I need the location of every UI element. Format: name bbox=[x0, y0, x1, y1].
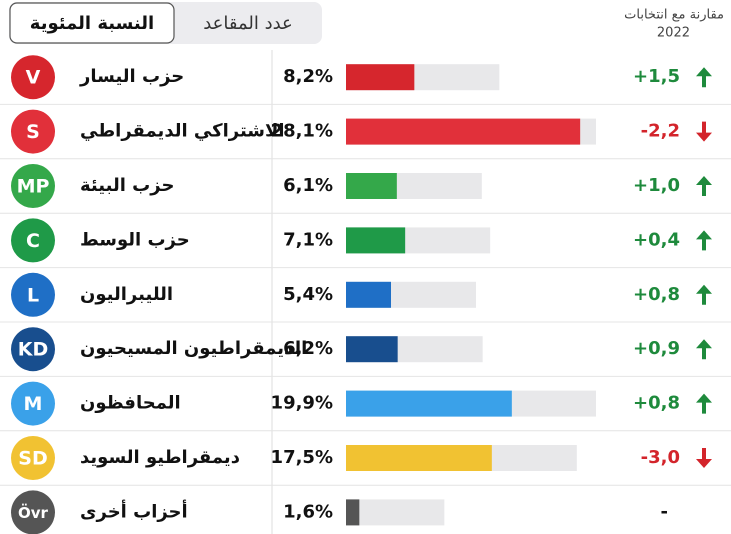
change-label: +1,0 bbox=[633, 175, 680, 196]
value-label: 28,1% bbox=[271, 121, 333, 142]
change-arrow bbox=[696, 393, 712, 414]
badge-label: Övr bbox=[18, 503, 49, 522]
change-arrow bbox=[696, 448, 712, 468]
change-label: +0,8 bbox=[633, 393, 680, 414]
change-label: -3,0 bbox=[641, 447, 680, 468]
party-name: حزب الوسط bbox=[80, 229, 190, 250]
party-name: ديمقراطيو السويد bbox=[80, 447, 240, 468]
party-badge bbox=[11, 272, 55, 317]
comparison-header: مقارنة مع انتخابات bbox=[624, 8, 724, 23]
badge-label: MP bbox=[17, 176, 50, 198]
tab-active[interactable] bbox=[9, 2, 175, 44]
value-label: 19,9% bbox=[271, 393, 333, 414]
bar bbox=[346, 118, 581, 145]
party-name: حزب البيئة bbox=[80, 175, 174, 196]
party-badge bbox=[11, 164, 55, 208]
value-label: 5,4% bbox=[283, 284, 333, 305]
tab-label[interactable]: عدد المقاعد bbox=[203, 13, 293, 34]
value-label: 17,5% bbox=[271, 447, 333, 468]
party-badge bbox=[11, 436, 55, 480]
badge-label: SD bbox=[18, 448, 47, 470]
change-arrow bbox=[696, 284, 712, 305]
bar bbox=[346, 336, 398, 363]
bar bbox=[346, 173, 397, 199]
change-arrow bbox=[696, 176, 712, 196]
comparison-header: 2022 bbox=[657, 26, 690, 41]
party-name: المحافظون bbox=[80, 393, 181, 414]
change-label: +1,5 bbox=[633, 66, 680, 87]
value-label: 6,2% bbox=[283, 338, 333, 359]
party-badge bbox=[11, 381, 55, 426]
bar bbox=[346, 64, 415, 91]
party-name: أحزاب أخرى bbox=[80, 499, 188, 522]
party-badge bbox=[11, 55, 55, 100]
change-arrow bbox=[696, 67, 712, 88]
party-badge bbox=[11, 218, 55, 263]
badge-label: KD bbox=[18, 339, 49, 361]
value-label: 8,2% bbox=[283, 66, 333, 87]
party-badge bbox=[11, 109, 55, 154]
bar bbox=[346, 227, 406, 254]
change-arrow bbox=[696, 230, 712, 251]
party-name: الديمقراطيون المسيحيون bbox=[80, 338, 307, 359]
value-label: 1,6% bbox=[283, 501, 333, 522]
party-name: الاشتراكي الديمقراطي bbox=[80, 121, 285, 142]
change-label: +0,8 bbox=[633, 284, 680, 305]
badge-label: L bbox=[27, 284, 39, 306]
badge-label: M bbox=[24, 393, 43, 415]
value-label: 6,1% bbox=[283, 175, 333, 196]
value-label: 7,1% bbox=[283, 229, 333, 250]
bar bbox=[346, 281, 391, 308]
party-badge bbox=[11, 490, 55, 534]
change-label: +0,9 bbox=[633, 338, 680, 359]
tab-label[interactable]: النسبة المئوية bbox=[30, 13, 154, 34]
party-badge bbox=[11, 327, 55, 372]
change-label: -2,2 bbox=[641, 121, 680, 142]
change-arrow bbox=[696, 339, 712, 360]
badge-label: C bbox=[26, 230, 40, 252]
bar bbox=[346, 445, 492, 471]
badge-label: S bbox=[26, 121, 40, 143]
badge-label: V bbox=[26, 67, 41, 89]
party-name: حزب اليسار bbox=[79, 66, 184, 87]
change-label: - bbox=[661, 501, 668, 522]
bar-track bbox=[346, 499, 445, 526]
bar bbox=[346, 499, 360, 526]
change-arrow bbox=[696, 121, 712, 142]
party-name: الليبراليون bbox=[80, 284, 173, 305]
change-label: +0,4 bbox=[633, 229, 680, 250]
bar bbox=[346, 390, 512, 417]
